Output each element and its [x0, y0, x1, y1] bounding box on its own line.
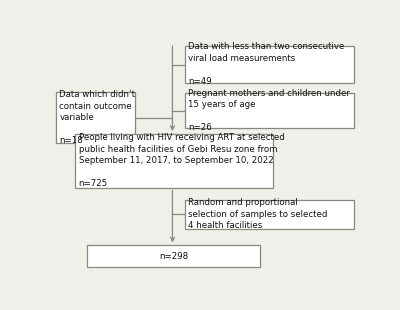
Bar [185, 200, 354, 229]
Text: People living with HIV receiving ART at selected
public health facilities of Geb: People living with HIV receiving ART at … [78, 133, 284, 188]
Bar [56, 92, 135, 144]
Bar [75, 134, 273, 188]
Text: Random and proportional
selection of samples to selected
4 health facilities: Random and proportional selection of sam… [188, 198, 327, 230]
Bar [185, 93, 354, 128]
Text: n=298: n=298 [159, 252, 188, 261]
Text: Data with less than two consecutive
viral load measurements

n=49: Data with less than two consecutive vira… [188, 42, 344, 86]
Bar [86, 245, 260, 267]
Text: Data which didn’t
contain outcome
variable

n=18: Data which didn’t contain outcome variab… [59, 90, 136, 145]
Bar [185, 46, 354, 82]
Text: Pregnant mothers and children under
15 years of age

n=26: Pregnant mothers and children under 15 y… [188, 89, 350, 132]
